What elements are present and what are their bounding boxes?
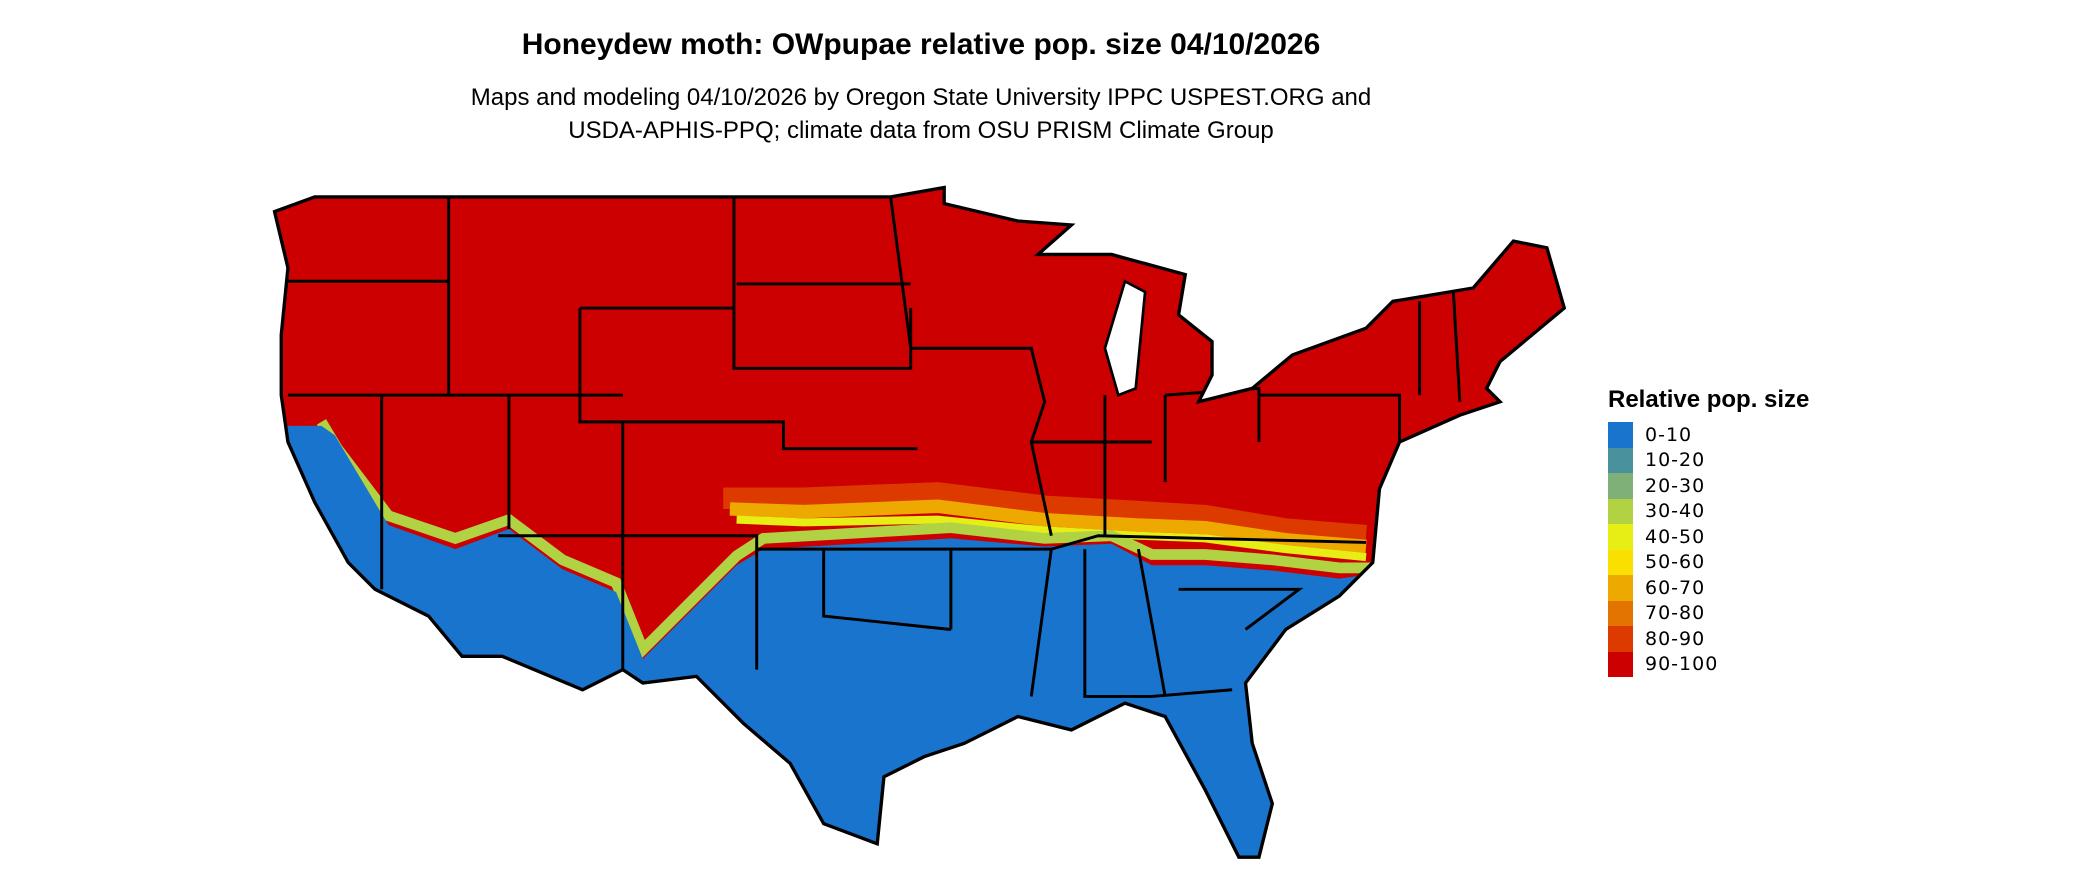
legend-swatch <box>1608 651 1633 677</box>
map-title: Honeydew moth: OWpupae relative pop. siz… <box>521 28 1321 61</box>
class-30-40-band <box>316 419 1373 660</box>
state-borders <box>283 196 1462 698</box>
legend-swatch <box>1608 422 1633 448</box>
legend-swatch <box>1608 575 1633 601</box>
legend: Relative pop. size 0-10 10-20 20-30 30-40 40… <box>1608 386 1809 677</box>
map-subtitle-line1: Maps and modeling 04/10/2026 by Oregon S… <box>470 84 1372 111</box>
legend-item: 10-20 <box>1608 447 1809 473</box>
legend-swatch <box>1608 473 1633 499</box>
legend-label: 40-50 <box>1645 525 1706 548</box>
class-80-90-band <box>723 482 1367 547</box>
legend-label: 60-70 <box>1645 576 1706 599</box>
legend-swatch <box>1608 498 1633 524</box>
legend-label: 70-80 <box>1645 602 1706 625</box>
legend-label: 30-40 <box>1645 500 1706 523</box>
lake-michigan <box>1103 279 1147 397</box>
legend-item: 60-70 <box>1608 575 1809 601</box>
map-subtitle-line2: USDA-APHIS-PPQ; climate data from OSU PR… <box>568 117 1274 144</box>
legend-swatch <box>1608 626 1633 652</box>
legend-item: 70-80 <box>1608 600 1809 626</box>
class-60-70-band <box>729 499 1367 554</box>
legend-label: 90-100 <box>1645 653 1719 676</box>
legend-item: 40-50 <box>1608 524 1809 550</box>
legend-swatch <box>1608 524 1633 550</box>
legend-rows: 0-10 10-20 20-30 30-40 40-50 50-60 60-70 70-80 8… <box>1608 422 1809 677</box>
legend-swatch <box>1608 600 1633 626</box>
legend-label: 10-20 <box>1645 449 1706 472</box>
legend-label: 20-30 <box>1645 474 1706 497</box>
legend-item: 0-10 <box>1608 422 1809 448</box>
legend-label: 80-90 <box>1645 627 1706 650</box>
legend-item: 30-40 <box>1608 498 1809 524</box>
legend-swatch <box>1608 447 1633 473</box>
legend-label: 0-10 <box>1645 423 1693 446</box>
legend-title: Relative pop. size <box>1608 386 1810 413</box>
legend-item: 90-100 <box>1608 651 1809 677</box>
legend-item: 80-90 <box>1608 626 1809 652</box>
legend-swatch <box>1608 549 1633 575</box>
legend-label: 50-60 <box>1645 551 1706 574</box>
legend-item: 20-30 <box>1608 473 1809 499</box>
legend-item: 50-60 <box>1608 549 1809 575</box>
